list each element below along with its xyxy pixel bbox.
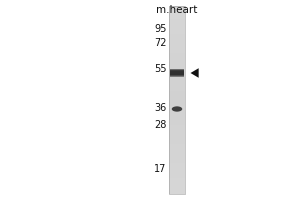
Bar (169, 185, 184, 188)
Bar (169, 62, 184, 66)
Bar (169, 9, 184, 12)
Ellipse shape (172, 106, 182, 112)
Bar (169, 40, 184, 44)
Bar (169, 78, 184, 81)
Bar (169, 94, 184, 97)
Bar (169, 34, 184, 37)
Bar (169, 191, 184, 194)
Bar (169, 178, 184, 181)
Bar (169, 100, 184, 103)
Bar (169, 163, 184, 166)
Bar (169, 50, 184, 53)
Bar (169, 150, 184, 153)
Bar (169, 144, 184, 147)
Bar (169, 87, 184, 91)
Bar (169, 172, 184, 175)
Bar (169, 175, 184, 178)
Bar (169, 141, 184, 144)
Bar (169, 66, 184, 69)
Bar (169, 22, 184, 25)
Polygon shape (190, 68, 199, 78)
Bar (169, 56, 184, 59)
Bar (169, 113, 184, 116)
Bar (170, 76, 184, 77)
Bar (169, 6, 184, 194)
Bar (169, 138, 184, 141)
Bar (169, 97, 184, 100)
Bar (169, 31, 184, 34)
Bar (169, 72, 184, 75)
Bar (169, 166, 184, 169)
Bar (169, 160, 184, 163)
Bar (169, 47, 184, 50)
Bar (169, 59, 184, 62)
Bar (169, 15, 184, 19)
Bar (169, 169, 184, 172)
Bar (170, 73, 184, 74)
Bar (169, 12, 184, 15)
Bar (169, 131, 184, 134)
Bar (169, 19, 184, 22)
Bar (169, 25, 184, 28)
Bar (169, 181, 184, 185)
Bar (170, 71, 184, 72)
Bar (169, 116, 184, 119)
Bar (169, 28, 184, 31)
Bar (169, 125, 184, 128)
Bar (169, 128, 184, 131)
Bar (170, 75, 184, 76)
Bar (169, 6, 184, 9)
Bar (170, 74, 184, 75)
Bar (169, 119, 184, 122)
Text: 28: 28 (154, 120, 167, 130)
Bar (169, 44, 184, 47)
Bar (169, 188, 184, 191)
Text: 17: 17 (154, 164, 167, 174)
Bar (169, 84, 184, 87)
Bar (169, 69, 184, 72)
Text: 72: 72 (154, 38, 167, 48)
Bar (169, 37, 184, 40)
Bar (169, 109, 184, 113)
Text: 95: 95 (154, 24, 167, 34)
Text: 55: 55 (154, 64, 167, 74)
Bar (169, 122, 184, 125)
Bar (169, 153, 184, 156)
Bar (170, 72, 184, 73)
Bar (169, 147, 184, 150)
Bar (169, 91, 184, 94)
Bar (169, 134, 184, 138)
Bar (169, 156, 184, 160)
Bar (169, 75, 184, 78)
Bar (170, 69, 184, 70)
Bar (169, 103, 184, 106)
Text: m.heart: m.heart (156, 5, 198, 15)
Bar (170, 70, 184, 71)
Bar (169, 81, 184, 84)
Text: 36: 36 (154, 103, 167, 113)
Bar (169, 53, 184, 56)
Bar (169, 106, 184, 109)
